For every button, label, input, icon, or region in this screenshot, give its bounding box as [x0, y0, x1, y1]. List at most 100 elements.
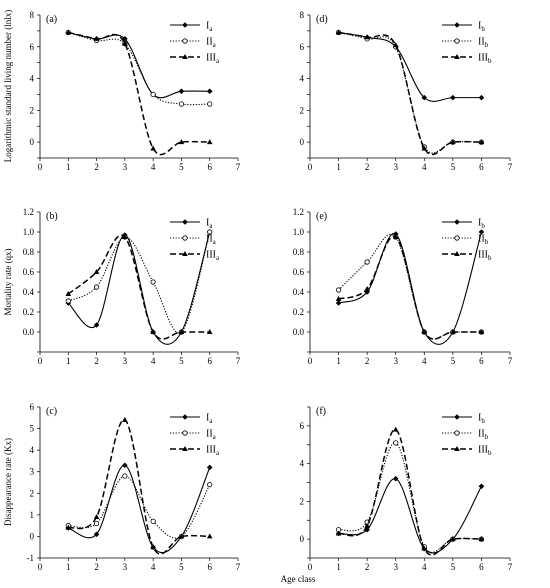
data-point — [421, 545, 428, 551]
chart-panel: 0 2 4 6 0 1 2 3 4 5 6 7 (f) Ib IIb IIIb — [300, 406, 513, 572]
data-point — [122, 462, 128, 469]
x-tick-label: 2 — [365, 562, 370, 572]
x-tick-label: 5 — [451, 562, 456, 572]
x-tick-label: 7 — [508, 562, 513, 572]
legend-marker — [454, 38, 460, 44]
legend-marker — [454, 414, 460, 420]
legend-label: Ib — [478, 218, 485, 231]
y-tick-label: 0.8 — [23, 247, 35, 257]
data-point — [478, 229, 485, 235]
series-line — [338, 31, 482, 154]
legend-marker — [182, 38, 188, 44]
y-tick-label: 0.0 — [23, 327, 35, 337]
series-line — [68, 419, 210, 555]
y-axis-label: Logarithmic standard living number (lnlx… — [3, 10, 13, 162]
series-line — [68, 31, 210, 156]
legend-marker — [454, 22, 460, 28]
y-tick-label: 0.2 — [23, 307, 34, 317]
x-tick-label: 2 — [94, 356, 99, 366]
y-tick-label: 6 — [30, 42, 35, 52]
y-tick-label: 0.0 — [293, 327, 305, 337]
legend-marker — [454, 219, 460, 225]
legend-label: IIb — [478, 37, 489, 50]
y-tick-label: 4 — [30, 445, 35, 455]
x-tick-label: 2 — [94, 162, 99, 172]
data-point — [206, 88, 213, 95]
series-line — [68, 31, 210, 106]
legend-label: Ib — [478, 21, 485, 34]
x-tick-label: 3 — [393, 562, 398, 572]
data-point — [421, 94, 428, 101]
legend-label: Ia — [206, 218, 213, 231]
legend-marker — [182, 235, 188, 241]
y-tick-label: 4 — [300, 459, 305, 469]
data-point — [478, 94, 485, 101]
x-tick-label: 6 — [207, 356, 212, 366]
legend-marker — [454, 251, 460, 256]
panel-label: (e) — [316, 211, 327, 222]
series-line — [338, 442, 482, 553]
y-tick-label: 0.4 — [23, 287, 35, 297]
data-point — [150, 518, 156, 524]
legend-label: IIa — [206, 429, 217, 442]
y-axis-label: Disappearance rate (Kx) — [3, 438, 13, 526]
data-point — [392, 475, 399, 482]
data-point — [65, 298, 71, 304]
data-point — [150, 91, 156, 98]
data-point — [335, 29, 342, 35]
data-point — [478, 139, 485, 145]
x-tick-label: 5 — [451, 356, 456, 366]
data-point — [178, 88, 185, 95]
y-axis-label: Mortality rate (qx) — [3, 249, 13, 316]
series-line — [338, 478, 482, 554]
x-tick-label: 1 — [66, 562, 71, 572]
x-tick-label: 0 — [308, 356, 313, 366]
legend-label: Ib — [478, 413, 485, 426]
data-point — [93, 284, 100, 290]
x-tick-label: 4 — [422, 562, 427, 572]
x-tick-label: 6 — [479, 562, 484, 572]
data-point — [122, 234, 128, 239]
y-tick-label: 4 — [30, 74, 35, 84]
data-point — [150, 329, 156, 334]
x-tick-label: 4 — [422, 356, 427, 366]
x-tick-label: 1 — [336, 562, 341, 572]
data-point — [450, 536, 456, 542]
data-point — [93, 520, 100, 527]
data-point — [206, 329, 213, 334]
data-point — [364, 522, 370, 528]
x-tick-label: 1 — [336, 356, 341, 366]
legend-marker — [182, 219, 188, 225]
series-line — [67, 231, 211, 345]
y-tick-label: 0.6 — [23, 267, 35, 277]
data-point — [207, 482, 213, 488]
y-tick-label: 5 — [30, 424, 35, 434]
y-tick-label: 8 — [300, 10, 305, 20]
data-point — [178, 329, 185, 334]
x-tick-label: 7 — [508, 162, 513, 172]
data-point — [393, 440, 399, 446]
panel-label: (f) — [316, 406, 326, 417]
x-tick-label: 1 — [66, 162, 71, 172]
x-tick-label: 7 — [508, 356, 513, 366]
legend-label: IIb — [478, 429, 489, 442]
x-tick-label: 1 — [66, 356, 71, 366]
legend-marker — [454, 446, 460, 451]
data-point — [450, 139, 456, 145]
y-tick-label: 0.8 — [293, 247, 305, 257]
y-tick-label: 0.4 — [293, 287, 305, 297]
data-point — [93, 35, 100, 41]
x-tick-label: 0 — [308, 162, 313, 172]
data-point — [478, 536, 485, 542]
data-point — [421, 329, 428, 334]
series-line — [338, 31, 482, 156]
data-point — [335, 530, 342, 536]
series-line — [68, 31, 210, 99]
legend-label: Ia — [206, 413, 213, 426]
data-point — [364, 34, 370, 40]
x-tick-label: 1 — [336, 162, 341, 172]
x-tick-label: 6 — [479, 162, 484, 172]
y-tick-label: 6 — [300, 421, 305, 431]
legend-label: IIIb — [478, 445, 492, 458]
data-point — [178, 139, 185, 145]
